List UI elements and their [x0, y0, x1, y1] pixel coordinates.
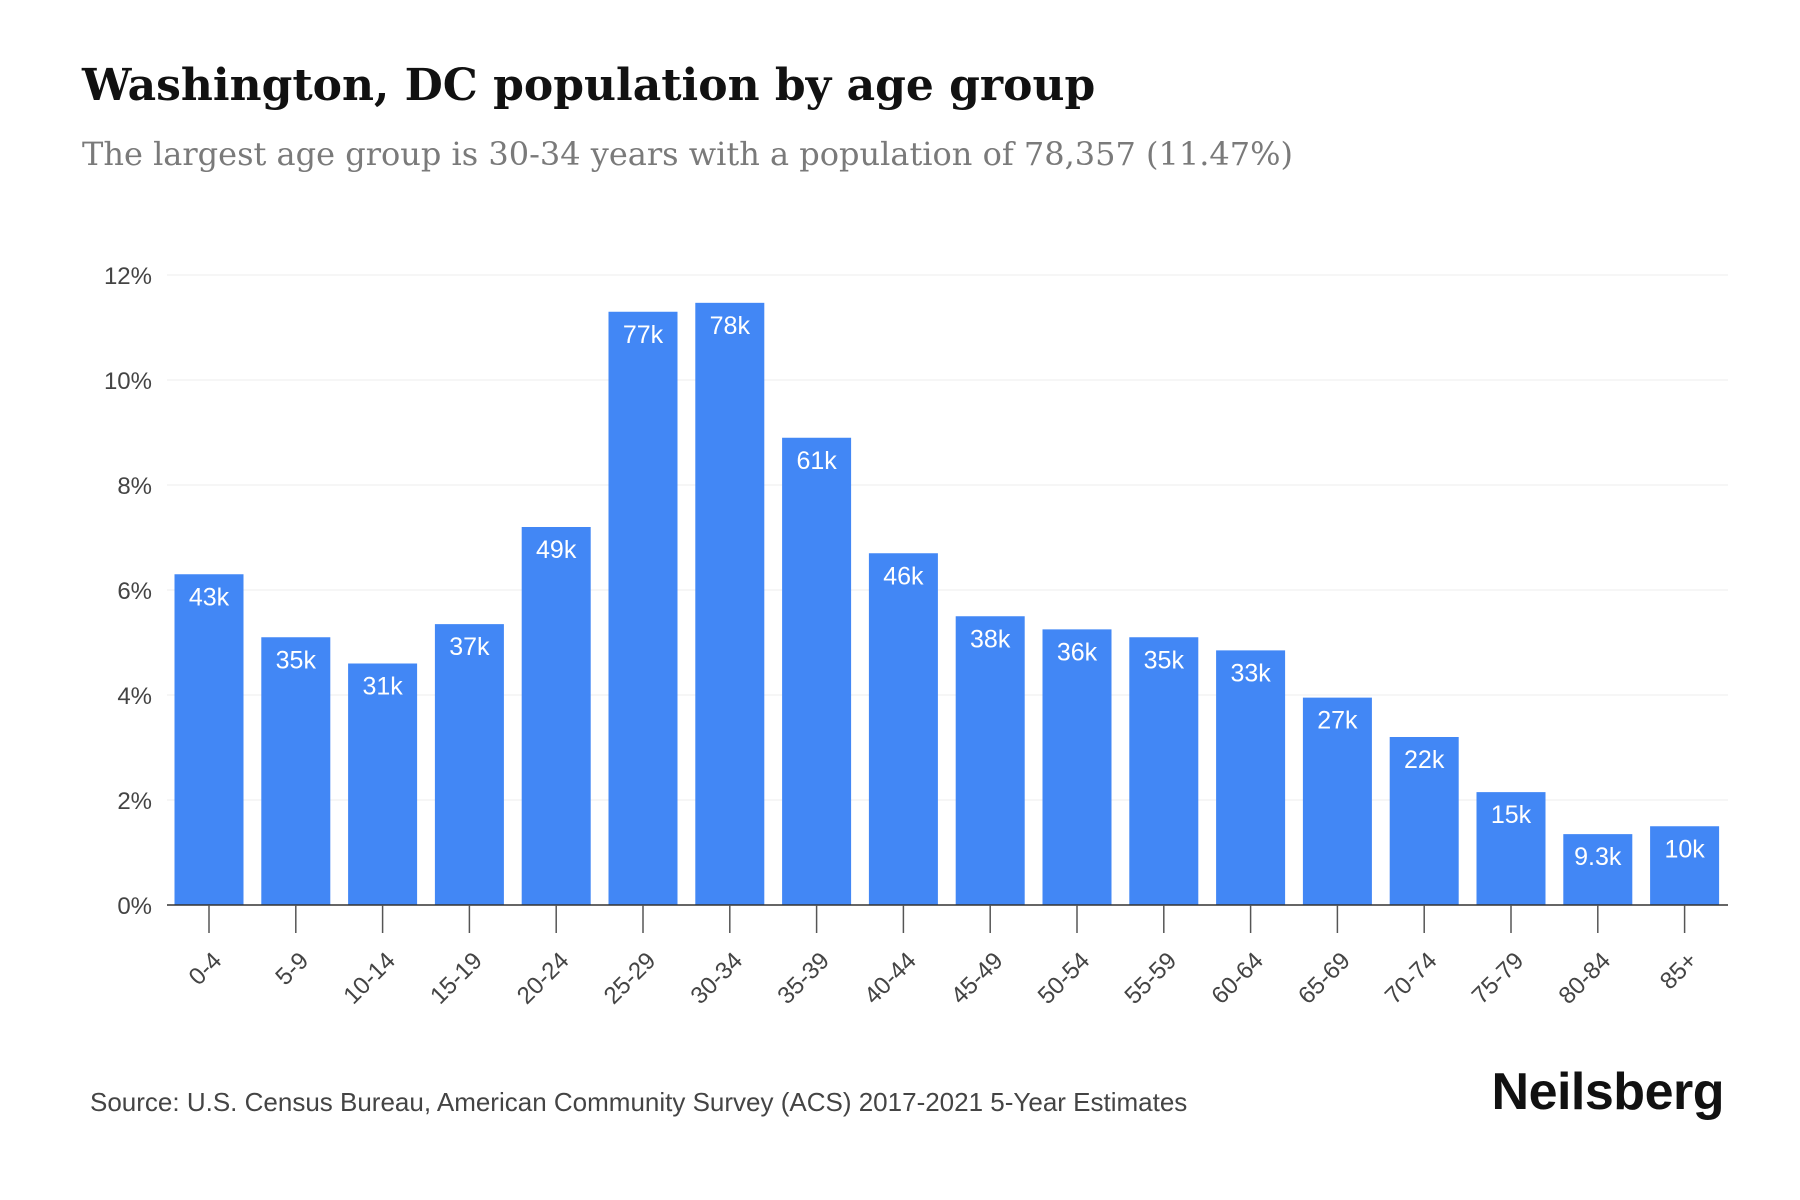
bar [955, 616, 1025, 905]
bar [1042, 629, 1112, 905]
chart-subtitle: The largest age group is 30-34 years wit… [82, 135, 1293, 173]
data-label: 36k [1057, 638, 1098, 666]
y-tick-label: 0% [117, 893, 152, 920]
y-tick-label: 8% [117, 473, 152, 500]
bar [521, 527, 591, 905]
bar [1563, 834, 1633, 905]
source-note: Source: U.S. Census Bureau, American Com… [90, 1087, 1188, 1117]
bar [695, 302, 765, 905]
bar [608, 311, 678, 905]
bar [1476, 792, 1546, 905]
y-axis-ticks: 0% 2% 4% 6% 8% 10% 12% [104, 263, 152, 920]
x-tick-label: 85+ [1655, 947, 1703, 995]
x-tick-label: 80-84 [1554, 947, 1617, 1010]
data-label: 35k [276, 646, 317, 674]
bar [174, 574, 244, 905]
bar [1129, 637, 1199, 905]
y-tick-label: 10% [104, 368, 152, 395]
chart-title: Washington, DC population by age group [82, 60, 1096, 111]
x-tick-label: 5-9 [270, 947, 314, 991]
brand-logo: Neilsberg [1491, 1063, 1725, 1121]
data-label: 37k [449, 633, 490, 661]
data-label: 43k [189, 583, 230, 611]
data-label: 46k [883, 562, 924, 590]
bar [1389, 737, 1459, 905]
data-label: 22k [1404, 746, 1445, 774]
data-label: 61k [796, 447, 837, 475]
bar [1216, 650, 1286, 905]
x-tick-label: 15-19 [425, 947, 488, 1010]
x-tick-label: 40-44 [859, 947, 922, 1010]
x-tick-label: 50-54 [1033, 947, 1096, 1010]
data-label: 78k [710, 312, 751, 340]
x-tick-label: 25-29 [599, 947, 662, 1010]
bar [782, 437, 852, 905]
x-tick-label: 70-74 [1380, 947, 1443, 1010]
data-label: 10k [1664, 835, 1705, 863]
x-tick-label: 10-14 [338, 947, 401, 1010]
data-label: 27k [1317, 707, 1358, 735]
x-tick-label: 20-24 [512, 947, 575, 1010]
y-tick-label: 4% [117, 683, 152, 710]
x-tick-label: 0-4 [184, 947, 228, 991]
gridlines [167, 274, 1728, 801]
data-label: 35k [1144, 646, 1185, 674]
data-label: 15k [1491, 801, 1532, 829]
y-tick-label: 12% [104, 263, 152, 290]
bars: 43k 35k 31k 37k 49k 77k 78k 61k 46k 38k 36k 35k 33k 2… [174, 302, 1720, 905]
x-tick-label: 35-39 [772, 947, 835, 1010]
data-label: 38k [970, 625, 1011, 653]
data-label: 77k [623, 321, 664, 349]
data-label: 33k [1230, 659, 1271, 687]
x-tick-label: 45-49 [946, 947, 1009, 1010]
bar [1302, 697, 1372, 905]
bar [868, 553, 938, 905]
y-tick-label: 6% [117, 578, 152, 605]
bar [348, 663, 418, 905]
bar [261, 637, 331, 905]
bar [434, 624, 504, 905]
x-axis-ticks: 0-4 5-9 10-14 15-19 20-24 25-29 30-34 35-39 40-4… [184, 905, 1703, 1010]
data-label: 49k [536, 536, 577, 564]
data-label: 9.3k [1574, 843, 1622, 871]
x-tick-label: 75-79 [1467, 947, 1530, 1010]
bar-chart: 0% 2% 4% 6% 8% 10% 12% 43k 35k 31k 37k 49k 77k 78k 61… [104, 263, 1728, 1010]
bar [1650, 826, 1720, 905]
y-tick-label: 2% [117, 788, 152, 815]
x-tick-label: 65-69 [1293, 947, 1356, 1010]
x-tick-label: 30-34 [686, 947, 749, 1010]
x-tick-label: 55-59 [1120, 947, 1183, 1010]
x-tick-label: 60-64 [1206, 947, 1269, 1010]
data-label: 31k [362, 673, 403, 701]
